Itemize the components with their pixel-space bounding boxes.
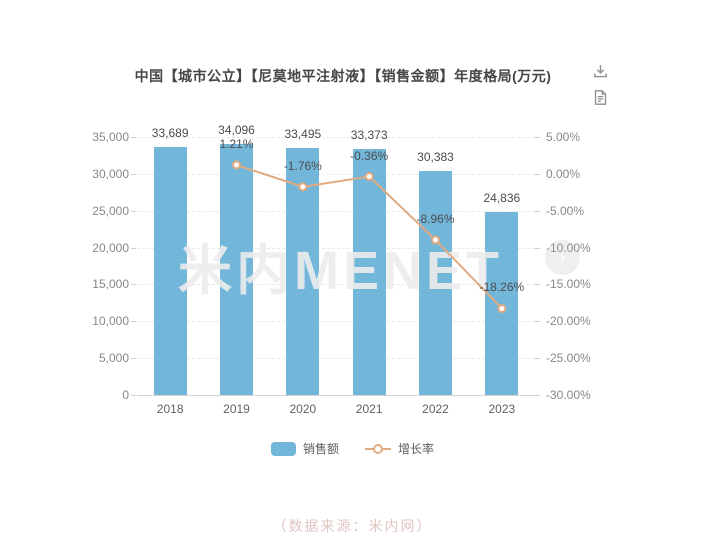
left-axis-label: 35,000 — [92, 130, 129, 144]
growth-rate-label: -0.36% — [350, 148, 389, 163]
carousel-next-button[interactable]: › — [545, 240, 580, 275]
right-axis-label: -10.00% — [546, 240, 591, 255]
legend-label-sales: 销售额 — [302, 442, 339, 456]
left-axis-label: 30,000 — [92, 166, 129, 181]
left-axis-label: 20,000 — [92, 240, 129, 255]
left-axis-label: 15,000 — [92, 277, 129, 292]
left-axis-label: 5,000 — [98, 351, 129, 366]
report-icon[interactable] — [592, 89, 609, 106]
download-icon[interactable] — [592, 63, 609, 80]
left-axis-tick — [131, 247, 136, 249]
right-axis-tick — [535, 210, 540, 212]
legend-item-sales[interactable]: 销售额 — [270, 440, 339, 457]
left-axis-label: 0 — [122, 388, 129, 402]
growth-rate-label: -18.26% — [479, 280, 525, 295]
right-axis-label: 0.00% — [546, 166, 581, 181]
chart-toolbar — [592, 63, 609, 106]
bar-value-label: 33,689 — [151, 125, 189, 140]
right-axis-label: -15.00% — [546, 277, 591, 292]
chart-legend: 销售额 增长率 — [0, 440, 705, 457]
bar-swatch-icon — [270, 441, 296, 456]
right-axis-tick — [535, 358, 540, 360]
bar-value-label: 24,836 — [483, 190, 521, 205]
x-axis-label: 2022 — [422, 402, 449, 416]
right-axis-tick — [535, 247, 540, 249]
line-swatch-icon — [365, 442, 391, 456]
right-axis-tick — [535, 284, 540, 286]
left-axis-label: 10,000 — [92, 314, 129, 329]
left-axis-tick — [131, 395, 136, 396]
x-axis-label: 2018 — [156, 402, 184, 416]
left-axis-tick — [131, 358, 136, 360]
gridline — [137, 358, 535, 360]
bar-value-label: 33,495 — [284, 127, 322, 142]
x-axis-label: 2023 — [488, 402, 516, 416]
right-axis-tick — [535, 137, 540, 138]
bar-value-label: 33,373 — [350, 127, 388, 142]
x-axis-label: 2020 — [289, 402, 317, 416]
bar-2018 — [153, 146, 187, 395]
x-axis-label: 2019 — [223, 402, 250, 416]
right-axis-label: -25.00% — [546, 351, 591, 366]
left-axis-label: 25,000 — [92, 203, 129, 218]
left-axis-tick — [131, 173, 136, 175]
gridline — [137, 173, 535, 175]
data-source-note: （数据来源：米内网） — [272, 518, 433, 534]
right-axis-label: -30.00% — [546, 388, 591, 402]
right-axis-label: 5.00% — [546, 130, 581, 144]
right-axis-tick — [535, 395, 540, 396]
growth-rate-label: 1.21% — [219, 136, 254, 151]
gridline — [137, 137, 535, 138]
right-axis-label: -20.00% — [546, 314, 591, 329]
right-axis-tick — [535, 173, 540, 175]
left-axis-tick — [131, 210, 136, 212]
x-axis-line — [137, 395, 535, 396]
right-axis-tick — [535, 321, 540, 323]
bar-value-label: 30,383 — [417, 150, 454, 165]
growth-rate-label: -8.96% — [416, 211, 455, 226]
chart-title: 中国【城市公立】【尼莫地平注射液】【销售金额】年度格局(万元) — [134, 68, 552, 84]
left-axis-tick — [131, 137, 136, 138]
legend-label-growth: 增长率 — [398, 442, 435, 456]
right-axis-label: -5.00% — [546, 203, 585, 218]
left-axis-tick — [131, 321, 136, 323]
bar-value-label: 34,096 — [218, 122, 255, 137]
menet-watermark: 米内MENET — [178, 241, 503, 301]
left-axis-tick — [131, 284, 136, 286]
gridline — [137, 321, 535, 323]
x-axis-label: 2021 — [355, 402, 383, 416]
legend-item-growth[interactable]: 增长率 — [365, 440, 434, 457]
